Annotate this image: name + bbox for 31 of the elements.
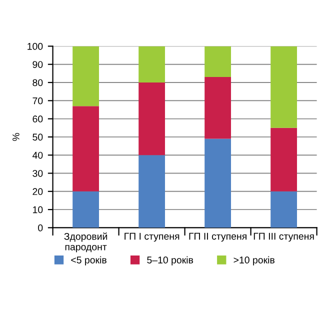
x-tick-label: ГП II ступеня — [189, 232, 246, 242]
bar — [204, 138, 231, 228]
y-tick-label: 70 — [32, 97, 43, 104]
bar — [72, 46, 99, 106]
bar — [204, 77, 231, 139]
bar — [270, 46, 297, 128]
x-tick-label: Здоровий пародонт — [64, 232, 108, 252]
bar — [72, 191, 99, 228]
y-tick-label: 20 — [32, 188, 43, 196]
x-tick-label: ГП III ступеня — [254, 232, 314, 242]
y-tick-label: 90 — [32, 61, 43, 68]
bar — [138, 155, 165, 228]
y-tick-label: 60 — [32, 116, 43, 122]
y-tick-label: 40 — [32, 152, 43, 159]
y-tick-label: 0 — [38, 224, 43, 232]
bar — [204, 46, 231, 78]
bar — [72, 106, 99, 192]
y-tick-label: 30 — [32, 170, 43, 177]
legend-label: 5–10 років — [147, 256, 194, 266]
x-tick-label: ГП I ступеня — [124, 232, 180, 242]
bar — [270, 128, 297, 192]
legend-label: <5 років — [71, 256, 106, 266]
y-tick-label: 80 — [32, 79, 43, 86]
y-tick-label: 100 — [28, 42, 43, 50]
bar — [138, 46, 165, 82]
legend-label: >10 років — [234, 256, 274, 266]
y-axis-title: % — [12, 132, 20, 141]
y-tick-label: 10 — [33, 206, 43, 214]
bar — [270, 191, 297, 228]
y-tick-label: 50 — [32, 134, 43, 141]
bar — [138, 82, 165, 156]
